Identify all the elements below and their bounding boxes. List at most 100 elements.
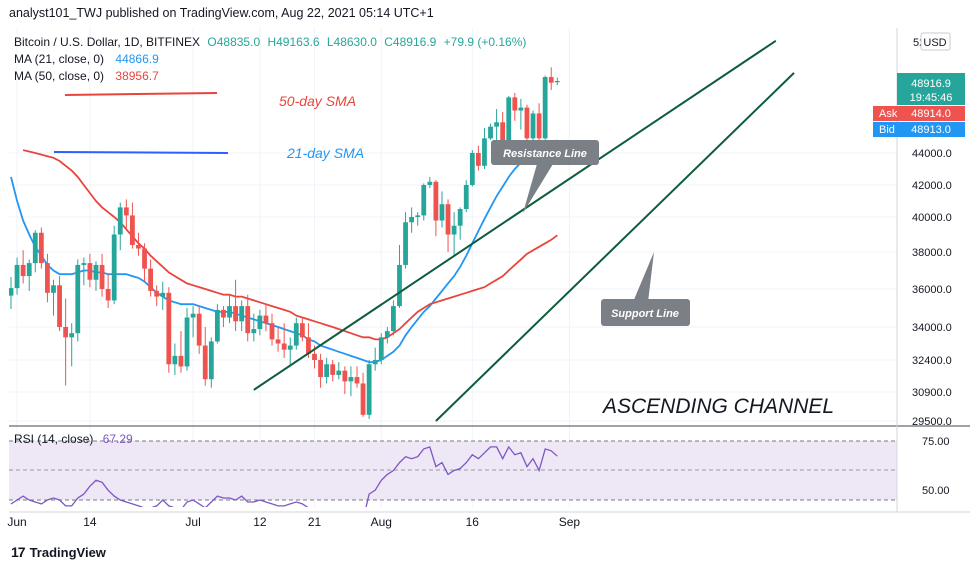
rsi-tick-0: 75.00 [922,436,950,448]
publisher-line: analyst101_TWJ published on TradingView.… [9,6,434,20]
candle-40 [251,313,257,342]
candle-42 [263,304,269,332]
last-price-value: 48916.9 [911,78,951,90]
candle-body-18 [117,207,123,235]
ohlc-legend: Bitcoin / U.S. Dollar, 1D, BITFINEX O488… [14,35,526,83]
x-tick-5: Aug [371,515,392,529]
x-tick-4: 21 [308,515,322,529]
legend-ma21-label: MA (21, close, 0) [14,52,104,66]
y-tick-3: 38000.0 [912,247,952,259]
candle-body-39 [245,306,251,334]
candle-44 [275,327,281,352]
candle-1 [14,257,20,295]
candle-body-33 [208,341,214,380]
candle-body-34 [214,309,220,342]
currency-badge[interactable] [920,32,951,51]
candle-82 [506,95,512,148]
candle-17 [111,225,117,305]
candle-88 [542,75,548,140]
rsi-pane: RSI (14, close) 67.29 [9,432,897,507]
candle-body-51 [318,360,323,378]
price-ticks: 44000.0 42000.0 40000.0 38000.0 36000.0 34000… [912,148,952,428]
tradingview-footer[interactable]: 17 TradingView [11,544,106,560]
candle-body-72 [445,204,451,235]
candle-body-2 [20,264,26,277]
candle-body-7 [51,285,56,293]
legend-ma50-value: 38956.7 [115,69,159,83]
candle-body-63 [391,306,396,332]
candle-body-87 [536,113,542,139]
candle-body-17 [111,234,117,301]
candle-body-73 [451,225,457,235]
candle-16 [105,274,111,308]
candle-14 [93,261,99,291]
candle-body-86 [530,113,536,139]
ask-value: 48914.0 [911,108,951,120]
candle-body-56 [348,377,354,382]
x-tick-0: Jun [7,515,26,529]
candle-28 [178,331,184,373]
candle-4 [32,230,38,273]
candle-body-54 [336,370,342,375]
y-tick-7: 30900.0 [912,387,952,399]
candle-body-30 [190,313,196,318]
candle-15 [99,253,105,297]
sma50-legend-line [64,92,218,96]
candle-body-29 [184,317,190,367]
candle-83 [512,92,518,121]
candle-body-5 [38,232,44,264]
sma21-legend-line [53,151,229,154]
candle-77 [475,145,481,171]
price-axis[interactable]: 52 USD 44000.042000.040000.038000.036000… [873,32,965,497]
candle-7 [51,279,56,316]
candle-body-70 [433,181,439,221]
candle-20 [130,202,135,249]
candle-71 [439,191,445,228]
candle-24 [154,285,160,307]
tradingview-logo-icon: 17 [11,544,26,560]
candle-body-84 [518,107,524,111]
candle-32 [202,327,208,386]
x-tick-2: Jul [185,515,200,529]
candle-52 [324,357,330,384]
candle-body-43 [269,323,275,340]
candle-12 [81,257,87,286]
candle-body-15 [99,264,105,289]
candle-body-80 [494,122,499,127]
candle-90 [554,77,560,86]
candle-0 [9,276,14,309]
candle-body-49 [306,337,311,354]
candle-body-53 [330,364,336,375]
candle-13 [87,253,93,288]
ma50-line [22,149,558,341]
candle-body-12 [81,263,87,265]
legend-ma21-line: MA (21, close, 0) 44866.9 [14,52,159,66]
candle-69 [427,177,433,189]
candle-body-6 [45,263,50,293]
candle-body-21 [136,245,141,249]
candle-59 [366,360,372,419]
legend-open: O48835.0 [207,35,260,49]
currency-label: USD [923,37,946,49]
candle-body-42 [263,315,269,324]
candle-23 [148,259,154,297]
legend-close: C48916.9 [384,35,436,49]
candle-body-9 [63,327,69,338]
candle-8 [57,276,62,332]
candle-39 [245,294,251,342]
legend-ma50-label: MA (50, close, 0) [14,69,104,83]
candle-body-14 [93,264,99,280]
x-tick-3: 12 [253,515,267,529]
candle-body-1 [14,264,20,289]
rsi-ticks: 75.00 50.00 [922,436,950,497]
candle-body-74 [457,209,463,226]
candle-75 [463,180,469,213]
candle-58 [360,372,366,417]
candle-body-32 [202,345,208,380]
candle-body-59 [366,364,372,415]
candle-body-60 [372,360,378,365]
time-axis[interactable]: Jun 14 Jul 12 21 Aug 16 Sep [7,515,580,529]
candle-body-22 [142,248,147,269]
candle-body-38 [239,306,245,322]
